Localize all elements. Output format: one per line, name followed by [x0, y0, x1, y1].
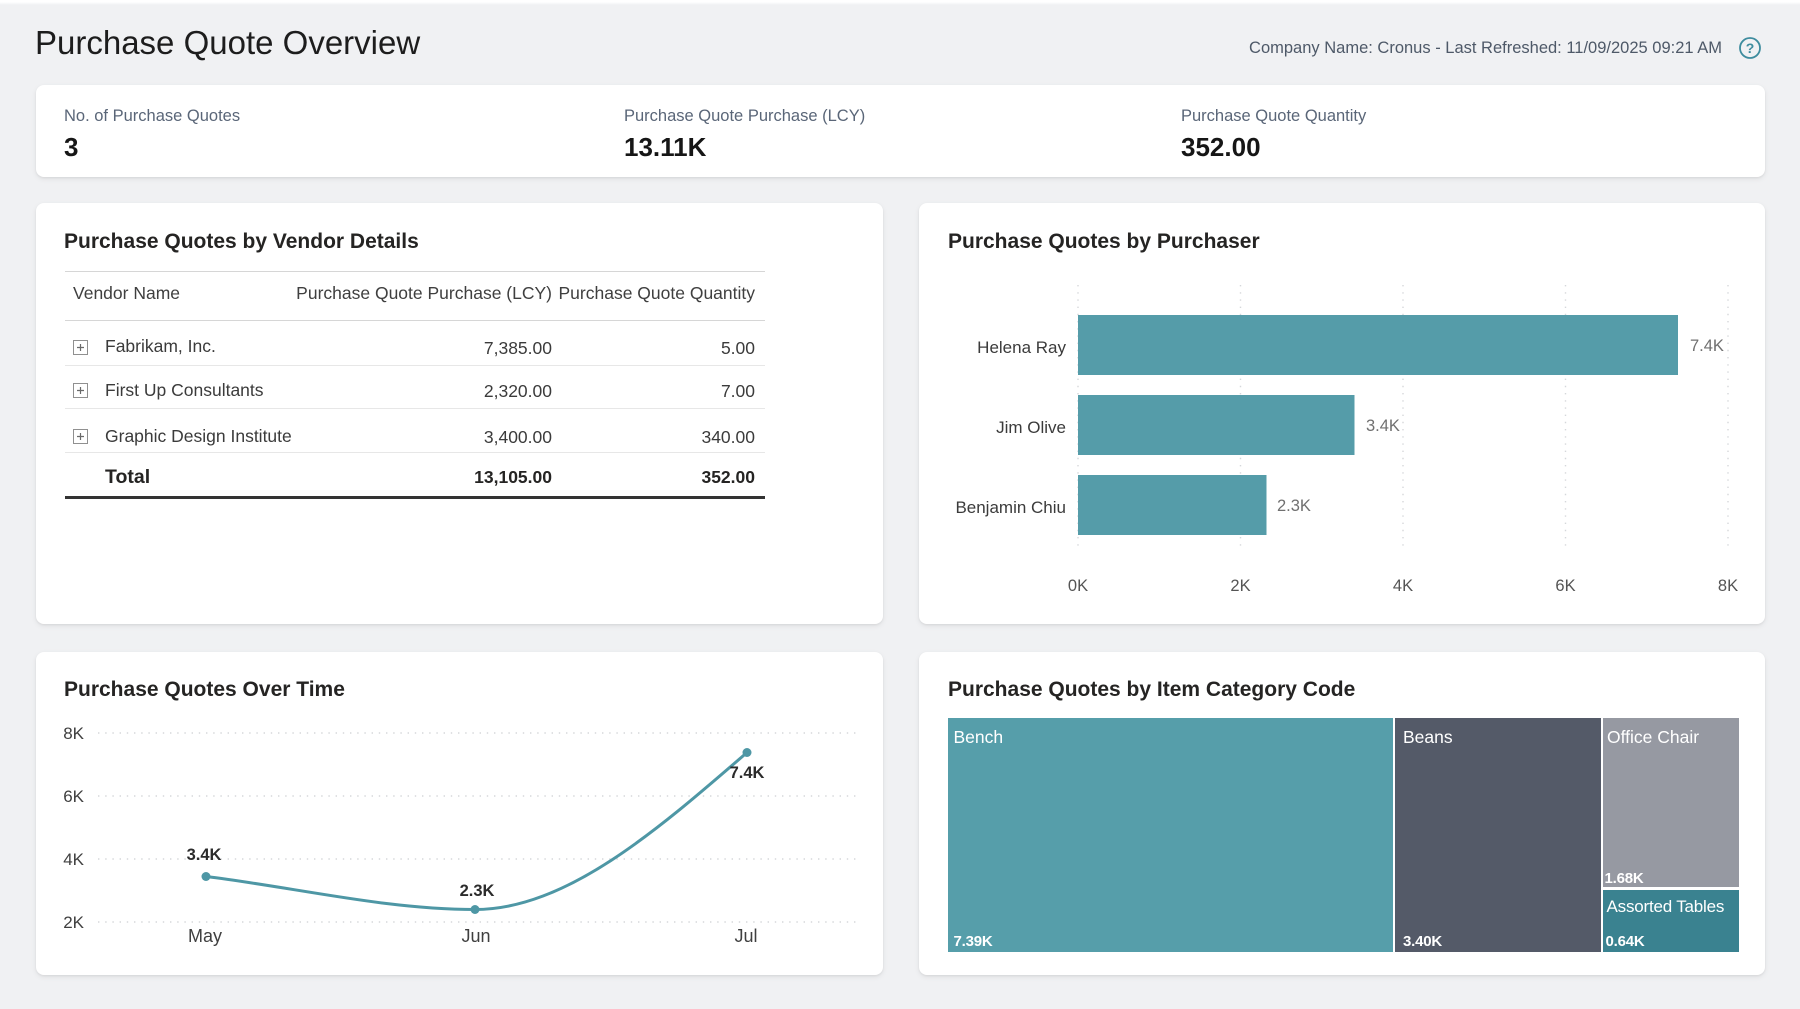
- svg-text:?: ?: [1746, 39, 1755, 55]
